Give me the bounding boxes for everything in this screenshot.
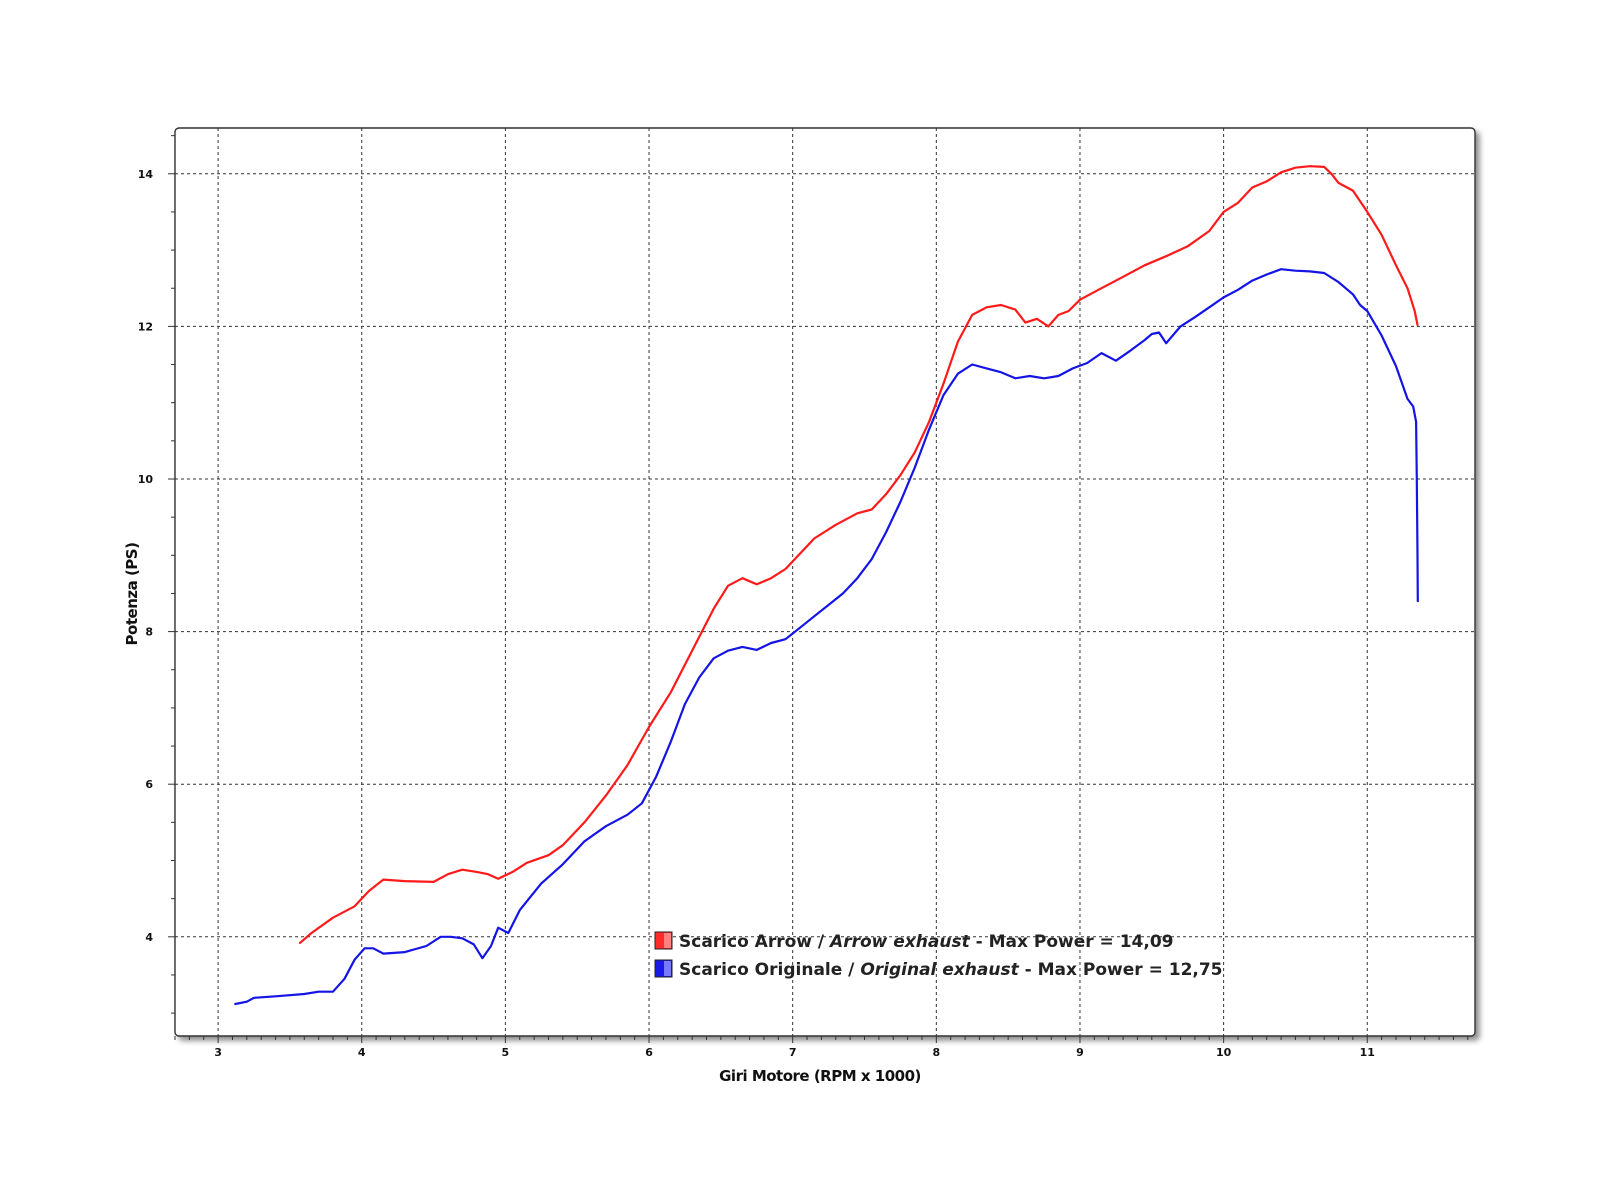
x-tick-label-3: 3: [214, 1046, 222, 1059]
y-tick-label-8: 8: [145, 626, 153, 639]
series-line-arrow: [298, 165, 1419, 945]
x-tick-label-11: 11: [1360, 1046, 1375, 1059]
x-tick-label-9: 9: [1076, 1046, 1084, 1059]
y-tick-label-12: 12: [138, 320, 153, 333]
legend-entry-arrow: Scarico Arrow / Arrow exhaust - Max Powe…: [654, 931, 1173, 952]
y-tick-label-14: 14: [138, 168, 154, 181]
y-tick-label-4: 4: [145, 931, 153, 944]
y-axis-title: Potenza (PS): [123, 543, 141, 646]
x-axis-title: Giri Motore (RPM x 1000): [719, 1067, 921, 1085]
y-tick-label-10: 10: [138, 473, 154, 486]
x-tick-label-6: 6: [645, 1046, 653, 1059]
legend-swatch-arrow-highlight: [664, 933, 671, 948]
axis-ticks: [168, 135, 1469, 1043]
x-tick-label-4: 4: [358, 1046, 366, 1059]
legend-label-arrow: Scarico Arrow / Arrow exhaust - Max Powe…: [679, 932, 1173, 952]
y-tick-labels: 4 6 8 10 12 14: [138, 168, 154, 944]
x-tick-label-8: 8: [932, 1046, 940, 1059]
series-lines: [234, 165, 1419, 1006]
grid-lines: [175, 128, 1475, 1036]
legend-swatch-original-highlight: [664, 961, 671, 976]
x-tick-label-5: 5: [502, 1046, 510, 1059]
x-tick-labels: 3 4 5 6 7 8 9 10 11: [214, 1046, 1375, 1059]
series-line-original: [234, 268, 1419, 1006]
legend-label-original: Scarico Originale / Original exhaust - M…: [679, 960, 1223, 980]
plot-area: [174, 127, 1476, 1037]
y-tick-label-6: 6: [145, 778, 153, 791]
legend-entry-original: Scarico Originale / Original exhaust - M…: [654, 959, 1223, 980]
legend: Scarico Arrow / Arrow exhaust - Max Powe…: [654, 931, 1223, 980]
x-tick-label-10: 10: [1216, 1046, 1232, 1059]
x-tick-label-7: 7: [789, 1046, 797, 1059]
